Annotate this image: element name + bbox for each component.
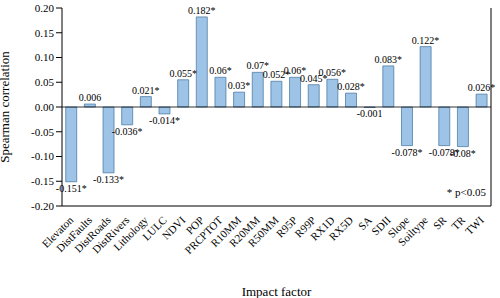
svg-text:DistRivers: DistRivers [89,213,132,256]
svg-text:0.00: 0.00 [35,101,55,113]
svg-text:Soiltype: Soiltype [396,214,430,248]
svg-text:-0.08*: -0.08* [450,148,476,159]
svg-text:0.06*: 0.06* [209,65,232,76]
svg-text:-0.20: -0.20 [31,200,54,212]
svg-text:R50MM: R50MM [245,213,281,249]
svg-text:SA: SA [355,213,374,233]
svg-text:Slope: Slope [385,213,412,240]
svg-text:R20MM: R20MM [226,213,263,249]
svg-text:DistFaults: DistFaults [53,213,95,255]
svg-text:0.122*: 0.122* [412,35,440,46]
svg-text:-0.10: -0.10 [31,150,54,162]
svg-text:0.026*: 0.026* [468,82,492,93]
svg-text:0.07*: 0.07* [246,60,269,72]
svg-text:-0.078*: -0.078* [392,147,423,158]
svg-text:-0.133*: -0.133* [93,174,124,185]
svg-text:SDII: SDII [369,213,393,238]
svg-text:PRCPTOT: PRCPTOT [182,213,225,257]
svg-text:SR: SR [431,213,449,231]
svg-text:-0.151*: -0.151* [56,183,87,194]
svg-text:TR: TR [448,213,468,233]
svg-text:0.052*: 0.052* [262,69,291,81]
svg-text:R99P: R99P [292,213,318,240]
svg-text:RX5D: RX5D [327,214,356,243]
svg-text:0.055*: 0.055* [169,68,197,79]
svg-text:0.05: 0.05 [35,76,55,88]
svg-text:0.045*: 0.045* [300,72,328,84]
svg-text:0.006: 0.006 [79,92,102,103]
svg-text:0.028*: 0.028* [337,81,365,92]
svg-text:0.083*: 0.083* [375,54,403,65]
svg-text:R10MM: R10MM [208,213,244,249]
svg-text:0.20: 0.20 [35,2,55,14]
svg-text:0.021*: 0.021* [132,85,160,96]
svg-text:-0.15: -0.15 [31,175,54,187]
svg-text:R95P: R95P [273,213,300,240]
svg-text:TWI: TWI [463,214,486,237]
svg-text:-0.001: -0.001 [357,108,383,119]
svg-text:Lithology: Lithology [111,213,151,253]
svg-text:Spearman correlation: Spearman correlation [8,51,12,163]
svg-text:RX1D: RX1D [307,213,337,243]
svg-text:0.056*: 0.056* [319,67,347,78]
svg-text:DistRoads: DistRoads [72,213,113,255]
svg-text:0.03*: 0.03* [228,80,251,91]
svg-text:LULC: LULC [140,213,169,243]
svg-text:-0.078*: -0.078* [428,146,460,158]
svg-text:-0.05: -0.05 [31,126,54,138]
svg-text:NDVI: NDVI [159,213,188,242]
svg-text:POP: POP [183,213,207,237]
svg-text:0.182*: 0.182* [188,5,216,16]
svg-text:Elevaton: Elevaton [39,213,76,250]
html-text:* p<0.05: * p<0.05 [446,186,486,198]
svg-text:0.10: 0.10 [35,51,55,63]
svg-text:Impact factor: Impact factor [242,284,312,298]
svg-text:0.06*: 0.06* [283,65,307,77]
svg-text:-0.036*: -0.036* [112,126,143,137]
svg-text:-0.014*: -0.014* [149,115,180,126]
svg-text:0.15: 0.15 [35,27,55,39]
